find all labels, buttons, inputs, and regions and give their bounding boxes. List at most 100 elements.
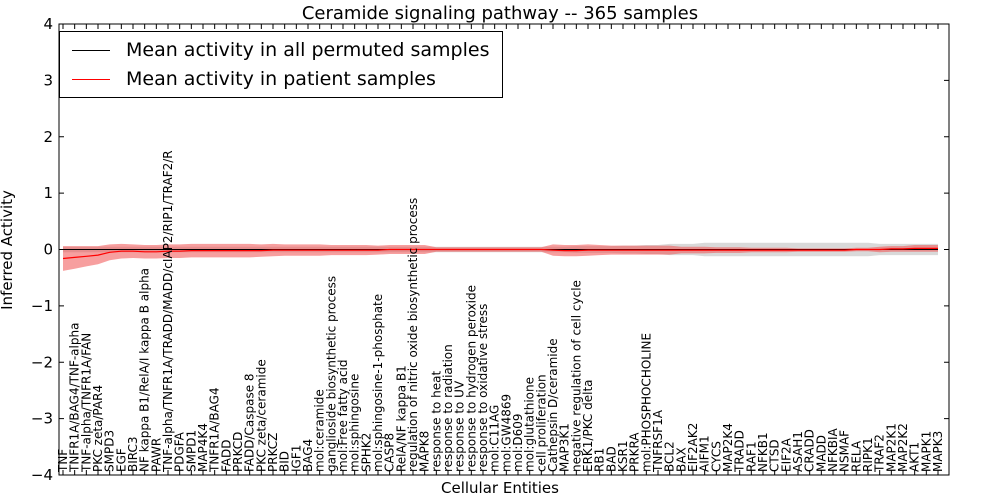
x-tick-label: negative regulation of cell cycle [569, 280, 583, 472]
x-tick-label: TRAF2 [873, 434, 887, 473]
x-tick-label: mol:PHOSPHOCHOLINE [639, 333, 653, 472]
x-tick-label: TNF [56, 449, 70, 473]
y-tick-label: 3 [43, 71, 53, 89]
x-tick-label: mol:D609 [511, 413, 525, 472]
chart-title: Ceramide signaling pathway -- 365 sample… [302, 3, 698, 24]
x-tick-label: EIF2AK2 [686, 423, 700, 472]
legend-item-patient: Mean activity in patient samples [60, 66, 436, 92]
legend-label-permuted: Mean activity in all permuted samples [126, 39, 490, 61]
x-tick-label: MAPK1 [919, 431, 933, 472]
x-tick-label: RAF1 [744, 441, 758, 472]
y-tick-label: −2 [31, 353, 53, 371]
x-tick-label: PRKCZ [266, 433, 280, 472]
x-tick-label: BCL2 [663, 441, 677, 472]
x-tick-label: mol:ceramide [313, 389, 327, 472]
x-tick-label: NFKBIA [826, 427, 840, 472]
patient-mean-line [62, 247, 938, 260]
x-tick-label: PKC zeta/PAR4 [91, 385, 105, 472]
x-axis: TNFTNFR1A/BAG4/TNF-alphaTNF-alpha/TNFR1A… [56, 24, 945, 475]
x-tick-label: RelA/NF kappa B1 [394, 365, 408, 472]
x-tick-label: ASAH1 [791, 431, 805, 472]
x-tick-label: EGF [114, 448, 128, 472]
x-tick-label: TRADD [733, 430, 747, 473]
legend-swatch-patient [72, 78, 110, 80]
x-tick-label: PRKRA [628, 432, 642, 472]
x-tick-label: RIPK1 [861, 437, 875, 472]
x-tick-label: response to heat [429, 370, 443, 472]
x-tick-label: TNFR1A/BAG4/TNF-alpha [68, 323, 82, 473]
y-tick-label: −4 [31, 466, 53, 484]
x-tick-label: MAP2K2 [896, 423, 910, 472]
x-tick-label: MAP4K4 [196, 423, 210, 472]
legend-item-permuted: Mean activity in all permuted samples [60, 37, 489, 63]
x-tick-label: KSR1 [616, 441, 630, 472]
x-tick-label: mol:glutathione [523, 377, 537, 472]
x-tick-label: MAPK3 [931, 431, 945, 472]
legend-swatch-permuted [72, 49, 110, 51]
x-tick-label: RELA [849, 440, 863, 472]
legend: Mean activity in all permuted samples Me… [59, 31, 503, 98]
y-axis-label: Inferred Activity [0, 190, 16, 310]
y-tick-label: 0 [43, 241, 53, 259]
x-tick-label: TNF-alpha/TNFR1A/TRADD/MADD/cIAP2/RIP1/T… [161, 150, 175, 473]
x-tick-label: TNFR1A/BAG4 [208, 387, 222, 473]
x-tick-label: FADD/Caspase 8 [243, 373, 257, 472]
x-tick-label: MAP2K1 [884, 423, 898, 472]
x-tick-label: BAD [604, 446, 618, 472]
x-tick-label: mol:GW4869 [499, 394, 513, 472]
x-tick-label: TNFRSF1A [651, 409, 665, 473]
x-tick-label: Cathepsin D/ceramide [546, 338, 560, 472]
y-tick-label: 2 [43, 128, 53, 146]
x-tick-label: PRKCD [231, 432, 245, 472]
x-tick-label: mol:sphingosine-1-phosphate [371, 294, 385, 472]
x-tick-label: mol:sphingosine [348, 374, 362, 472]
x-tick-label: AKT1 [908, 442, 922, 472]
y-tick-label: −1 [31, 297, 53, 315]
x-tick-label: NF kappa B1/RelA/I kappa B alpha [138, 268, 152, 472]
x-tick-label: mol:C11AG [488, 405, 502, 472]
x-tick-label: response to UV [453, 380, 467, 472]
x-tick-label: SMPD1 [184, 430, 198, 472]
x-tick-label: MAPK8 [418, 431, 432, 472]
plot-area [62, 242, 938, 271]
x-tick-label: MAP3K1 [558, 423, 572, 472]
x-tick-label: regulation of nitric oxide biosynthetic … [406, 198, 420, 472]
x-tick-label: TNF-alpha/TNFR1A/FAN [79, 333, 93, 473]
x-tick-label: IGF1 [289, 445, 303, 472]
x-tick-label: PDGFA [173, 431, 187, 472]
y-axis: −4 −3 −2 −1 0 1 2 3 4 [31, 15, 949, 484]
x-tick-label: SMPD3 [103, 430, 117, 472]
x-tick-label: BAX [674, 447, 688, 472]
x-tick-label: SPHK2 [359, 433, 373, 472]
x-tick-label: CASP8 [383, 433, 397, 472]
x-tick-label: BID [278, 451, 292, 472]
x-tick-label: ERK1/PKC delta [581, 379, 595, 472]
x-tick-label: mol:Free fatty acid [336, 360, 350, 473]
x-tick-label: NFKB1 [756, 432, 770, 472]
x-tick-label: CYCS [709, 441, 723, 472]
x-tick-label: response to oxidative stress [476, 304, 490, 472]
y-tick-label: −3 [31, 410, 53, 428]
x-tick-label: EIF2A [779, 437, 793, 472]
x-tick-label: response to radiation [441, 344, 455, 472]
x-tick-label: AIFM1 [698, 435, 712, 472]
x-tick-label: response to hydrogen peroxide [464, 285, 478, 472]
x-axis-label: Cellular Entities [441, 479, 559, 497]
x-tick-label: PKC zeta/ceramide [254, 359, 268, 472]
x-tick-label: MAP2K4 [721, 423, 735, 472]
x-tick-label: BAG4 [301, 439, 315, 472]
legend-label-patient: Mean activity in patient samples [126, 68, 436, 90]
x-tick-label: NSMAF [838, 430, 852, 472]
y-tick-label: 1 [43, 184, 53, 202]
y-tick-label: 4 [43, 15, 53, 33]
x-tick-label: cell proliferation [534, 374, 548, 472]
x-tick-label: CRADD [803, 429, 817, 472]
x-tick-label: RB1 [593, 448, 607, 472]
x-tick-label: ganglioside biosynthetic process [324, 276, 338, 472]
x-tick-label: FADD [219, 440, 233, 473]
x-tick-label: CTSD [768, 439, 782, 472]
x-tick-label: BIRC3 [126, 436, 140, 472]
x-tick-label: MADD [814, 435, 828, 472]
x-tick-label: PAWR [149, 438, 163, 472]
